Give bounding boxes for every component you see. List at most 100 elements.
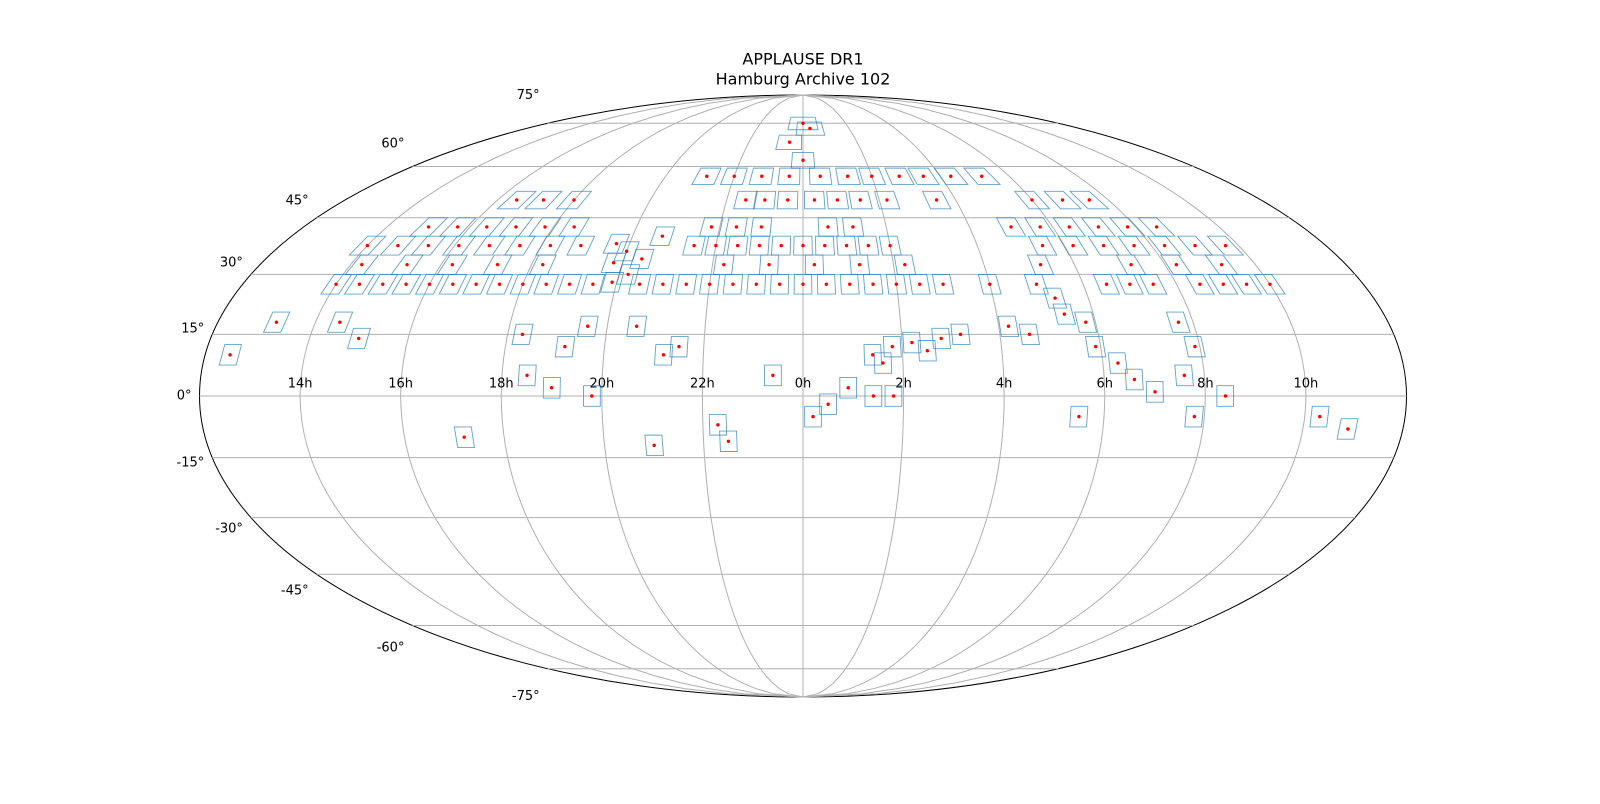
plate-footprint: [391, 273, 422, 295]
plate-center: [1087, 198, 1091, 202]
plate-footprint: [787, 116, 819, 131]
plate-center: [1125, 225, 1130, 229]
plate-center: [891, 394, 896, 398]
plate-center: [634, 324, 639, 328]
plate-footprint: [862, 273, 884, 295]
plate-footprint: [873, 352, 893, 374]
plate-footprint: [1138, 273, 1168, 295]
plate-footprint: [1137, 217, 1176, 237]
plate-footprint: [1124, 368, 1144, 391]
plate-center: [722, 262, 726, 267]
plate-footprint: [629, 248, 655, 270]
plate-center: [451, 282, 455, 286]
plate-footprint: [699, 217, 724, 237]
plate-footprint: [884, 167, 915, 186]
plate-center: [660, 234, 665, 238]
plate-center: [611, 261, 616, 265]
plate-center: [801, 121, 805, 125]
plate-center: [228, 353, 232, 357]
plate-center: [734, 225, 739, 229]
plate-footprint: [808, 167, 833, 186]
plate-center: [871, 394, 876, 398]
plate-center: [1060, 198, 1065, 202]
plate-footprint: [675, 273, 698, 295]
plate-center: [338, 320, 342, 324]
plate-center: [572, 225, 576, 229]
plate-center: [548, 243, 553, 248]
plate-footprint: [931, 273, 955, 295]
plate-footprint: [649, 226, 676, 247]
plate-center: [844, 243, 849, 248]
plate-footprint: [528, 254, 557, 275]
plate-center: [1096, 225, 1101, 229]
plate-center: [845, 174, 850, 178]
y-tick-label: 75°: [517, 88, 540, 103]
plate-center: [910, 340, 914, 345]
plate-center: [866, 243, 871, 248]
y-tick-label: -45°: [281, 584, 309, 599]
plate-footprint: [804, 405, 822, 428]
plate-center: [381, 282, 385, 286]
plate-footprint: [962, 167, 1002, 186]
plate-center: [572, 198, 576, 202]
plate-footprint: [436, 254, 469, 275]
plate-footprint: [917, 340, 937, 362]
plate-center: [405, 262, 409, 267]
grid-line: [802, 94, 905, 698]
plate-center: [514, 225, 518, 229]
plate-center: [709, 225, 714, 229]
plate-center: [824, 282, 829, 286]
plate-footprint: [977, 273, 1002, 295]
plate-center: [903, 262, 907, 267]
plate-footprint: [864, 385, 883, 407]
plate-center: [497, 282, 502, 286]
plate-center: [626, 272, 630, 277]
plate-center: [732, 174, 736, 178]
plate-footprint: [1184, 405, 1204, 428]
plate-center: [812, 198, 817, 202]
plate-footprint: [344, 254, 380, 275]
plate-center: [801, 158, 805, 162]
plate-footprint: [1336, 418, 1359, 440]
plate-footprint: [1074, 311, 1098, 333]
plate-center: [1067, 225, 1071, 229]
plate-footprint: [1230, 273, 1263, 295]
plate-footprint: [1253, 273, 1286, 295]
plate-footprint: [816, 273, 837, 295]
plate-footprint: [1176, 235, 1214, 256]
plate-footprint: [653, 344, 674, 366]
plate-center: [707, 282, 712, 286]
plate-center: [767, 262, 771, 267]
plate-center: [1101, 243, 1106, 248]
plate-footprint: [644, 434, 664, 457]
plate-center: [1244, 282, 1249, 286]
plate-center: [1009, 225, 1013, 229]
plate-center: [826, 402, 830, 406]
plate-footprint: [1145, 381, 1164, 403]
plate-center: [365, 243, 370, 248]
plate-center: [495, 262, 500, 267]
plate-center: [811, 414, 815, 419]
plate-footprint: [841, 217, 865, 237]
plate-footprint: [950, 323, 971, 346]
plate-center: [1077, 414, 1081, 419]
plate-center: [1116, 361, 1120, 365]
plate-center: [462, 435, 466, 439]
plate-footprint: [1107, 352, 1128, 374]
plate-center: [786, 198, 790, 202]
plate-footprint: [1204, 254, 1239, 275]
plate-footprint: [1165, 311, 1191, 333]
grid-line: [400, 94, 804, 698]
plate-footprint: [893, 254, 917, 275]
x-tick-label: 10h: [1294, 377, 1319, 392]
plate-center: [1094, 344, 1098, 349]
plate-footprint: [882, 335, 902, 358]
plate-center: [870, 174, 874, 178]
plate-footprint: [839, 376, 858, 399]
plate-footprint: [326, 311, 354, 333]
plate-center: [610, 280, 614, 284]
x-tick-label: 2h: [895, 377, 912, 392]
plate-center: [988, 282, 992, 286]
x-tick-label: 6h: [1096, 377, 1113, 392]
